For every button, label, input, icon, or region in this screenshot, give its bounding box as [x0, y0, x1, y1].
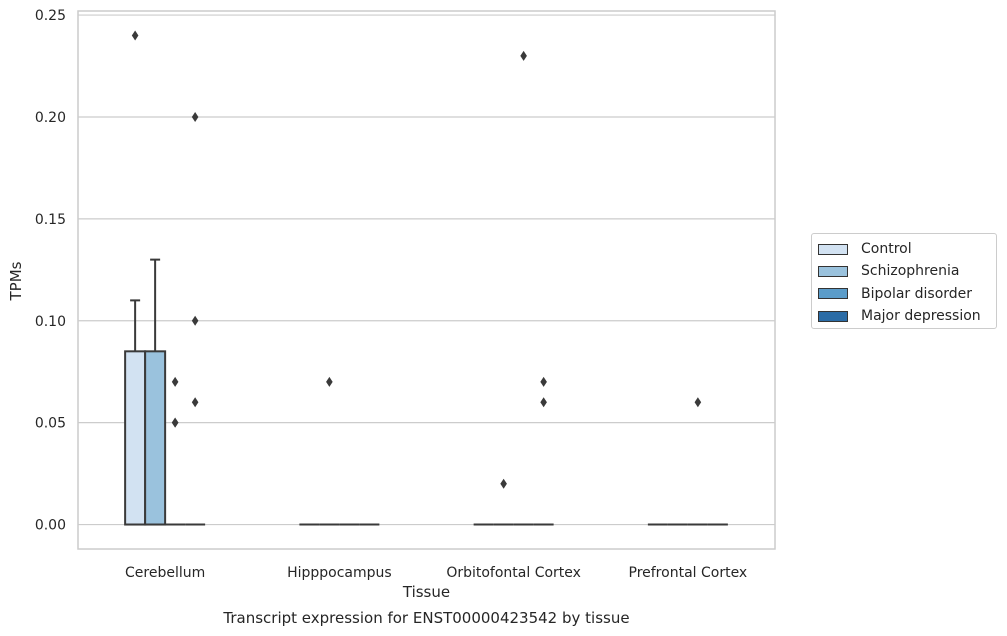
y-tick-label: 0.25 — [35, 8, 66, 24]
outlier-point — [171, 376, 179, 387]
box-plot-series — [124, 30, 728, 526]
legend-item: Bipolar disorder — [818, 283, 990, 305]
legend-item: Schizophrenia — [818, 260, 990, 282]
legend-item: Control — [818, 238, 990, 260]
legend-swatch — [818, 265, 848, 277]
legend: Control Schizophrenia Bipolar disorder Majo… — [811, 233, 997, 329]
x-tick-label: Hipppocampus — [287, 565, 392, 581]
x-tick-label: Cerebellum — [125, 565, 205, 581]
legend-swatch — [818, 310, 848, 322]
outlier-point — [131, 30, 139, 41]
chart-caption: Transcript expression for ENST0000042354… — [222, 609, 629, 627]
outlier-point — [500, 478, 507, 489]
legend-swatch — [818, 243, 848, 255]
outlier-point — [191, 315, 199, 326]
y-axis-ticks: 0.00 0.05 0.10 0.15 0.20 0.25 — [35, 8, 66, 533]
plot-frame — [77, 10, 776, 550]
legend-item: Major depression — [818, 305, 990, 327]
y-axis-label: TPMs — [7, 261, 25, 301]
outlier-point — [171, 417, 179, 428]
gridlines — [78, 14, 775, 526]
outlier-point — [520, 50, 527, 61]
y-tick-label: 0.00 — [35, 518, 66, 534]
box — [144, 350, 167, 526]
y-tick-label: 0.10 — [35, 314, 66, 330]
legend-label: Schizophrenia — [861, 263, 960, 280]
y-tick-label: 0.20 — [35, 110, 66, 126]
outlier-point — [540, 376, 547, 387]
outlier-point — [191, 397, 199, 408]
y-tick-label: 0.15 — [35, 212, 66, 228]
outlier-point — [694, 397, 702, 408]
legend-swatch — [818, 288, 848, 300]
legend-label: Control — [861, 241, 912, 258]
box — [124, 350, 147, 526]
x-tick-label: Orbitofontal Cortex — [446, 565, 581, 581]
legend-label: Bipolar disorder — [861, 285, 973, 302]
x-tick-label: Prefrontal Cortex — [629, 565, 748, 581]
legend-label: Major depression — [861, 308, 981, 325]
outlier-point — [191, 111, 199, 122]
x-axis-label: Tissue — [402, 583, 450, 601]
outlier-point — [326, 376, 333, 387]
outlier-point — [540, 397, 547, 408]
x-axis-ticks: Cerebellum Hipppocampus Orbitofontal Corte… — [125, 565, 747, 581]
y-tick-label: 0.05 — [35, 416, 66, 432]
